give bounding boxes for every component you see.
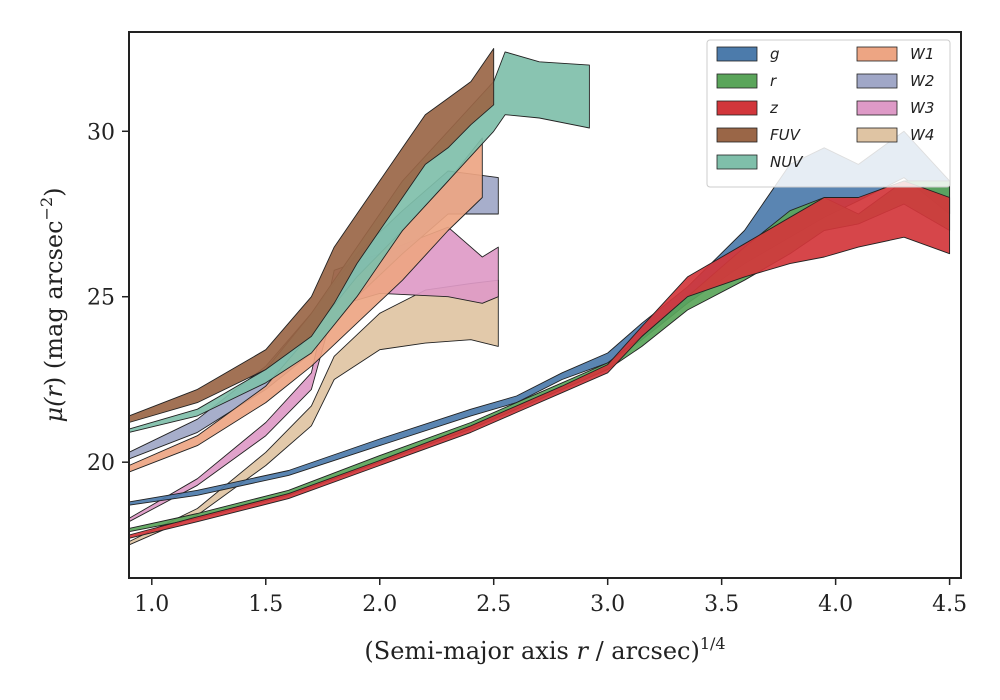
legend-label-nuv: NUV (770, 153, 804, 171)
legend: grz FUV NUV W1 W2 W3 W4 (706, 39, 951, 188)
x-tick-label: 2.0 (362, 592, 397, 617)
x-tick-label: 1.0 (134, 592, 169, 617)
x-axis-label: (Semi-major axis r / arcsec)1/4 (364, 634, 725, 665)
legend-swatch-w1 (856, 46, 898, 62)
x-tick-label: 3.5 (704, 592, 739, 617)
plot-frame (128, 31, 962, 579)
legend-label-w1: W1 (910, 45, 934, 63)
x-tick-label: 1.5 (248, 592, 283, 617)
legend-swatch-w4 (856, 127, 898, 143)
legend-swatch-w2 (856, 73, 898, 89)
x-tick-label: 3.0 (590, 592, 625, 617)
legend-swatch-g (716, 46, 758, 62)
band-fuv (128, 48, 495, 423)
legend-label-w2: W2 (910, 72, 934, 90)
legend-label-z: z (769, 99, 779, 117)
band-w3 (128, 226, 499, 523)
legend-label-fuv: FUV (770, 126, 802, 144)
legend-label-w4: W4 (910, 126, 934, 144)
legend-swatch-fuv (716, 127, 758, 143)
legend-swatch-nuv (716, 154, 758, 170)
band-z (128, 180, 951, 539)
x-axis: 1.0 1.5 2.0 2.5 3.0 3.5 4.0 4.5 (134, 578, 967, 617)
x-tick-label: 4.0 (818, 592, 853, 617)
legend-label-w3: W3 (910, 99, 934, 117)
y-tick-label: 25 (87, 286, 115, 311)
legend-swatch-r (716, 73, 758, 89)
y-tick-label: 20 (87, 451, 115, 476)
y-tick-label: 30 (87, 120, 115, 145)
legend-swatch-w3 (856, 100, 898, 116)
y-axis: 20 25 30 (87, 120, 129, 476)
legend-label-g: g (770, 45, 780, 63)
x-tick-label: 4.5 (932, 592, 967, 617)
legend-label-r: r (770, 72, 777, 90)
x-tick-label: 2.5 (476, 592, 511, 617)
y-axis-label: μ(r) (mag arcsec−2) (37, 187, 68, 422)
legend-swatch-z (716, 100, 758, 116)
